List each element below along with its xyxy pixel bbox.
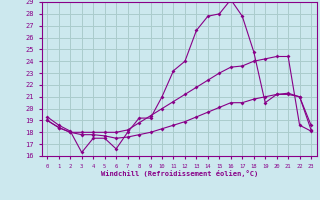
X-axis label: Windchill (Refroidissement éolien,°C): Windchill (Refroidissement éolien,°C) (100, 170, 258, 177)
